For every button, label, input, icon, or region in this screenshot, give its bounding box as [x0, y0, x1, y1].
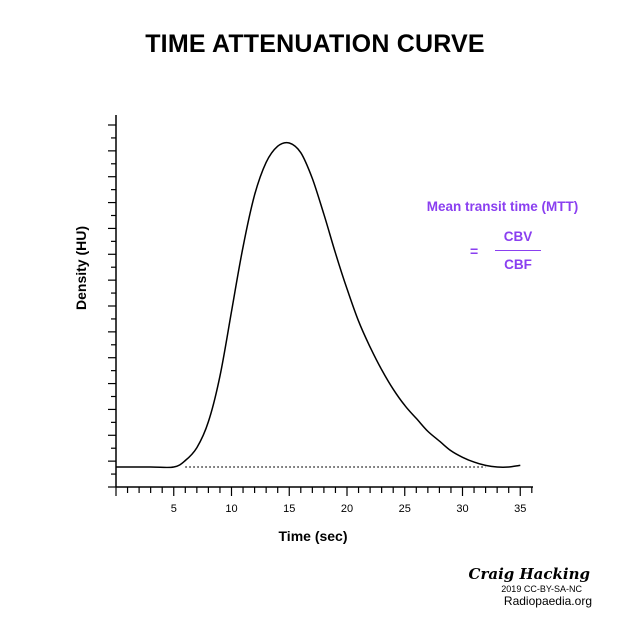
mtt-denominator: CBF	[504, 257, 532, 272]
x-tick-label: 30	[456, 503, 468, 515]
x-axis-tick-labels: 5 10 15 20 25 30 35	[171, 503, 527, 515]
x-tick-label: 20	[341, 503, 353, 515]
x-tick-label: 10	[225, 503, 237, 515]
credit-license: 2019 CC-BY-SA-NC	[501, 584, 582, 594]
x-axis-label: Time (sec)	[279, 528, 348, 544]
chart-title: TIME ATTENUATION CURVE	[145, 30, 485, 58]
attenuation-curve-line	[115, 141, 521, 469]
credit-author-signature: Craig Hacking	[468, 565, 590, 583]
y-axis-ticks	[108, 124, 116, 488]
x-tick-label: 5	[171, 503, 177, 515]
x-tick-label: 35	[514, 503, 526, 515]
y-axis-label: Density (HU)	[73, 226, 89, 310]
mtt-numerator: CBV	[503, 229, 533, 244]
x-tick-label: 15	[283, 503, 295, 515]
mtt-label: Mean transit time (MTT)	[426, 199, 579, 214]
credit-site: Radiopaedia.org	[503, 594, 592, 608]
mtt-equals-sign: =	[470, 243, 479, 259]
x-axis-ticks	[115, 487, 533, 496]
x-tick-label: 25	[399, 503, 411, 515]
mtt-fraction-bar	[495, 250, 541, 251]
